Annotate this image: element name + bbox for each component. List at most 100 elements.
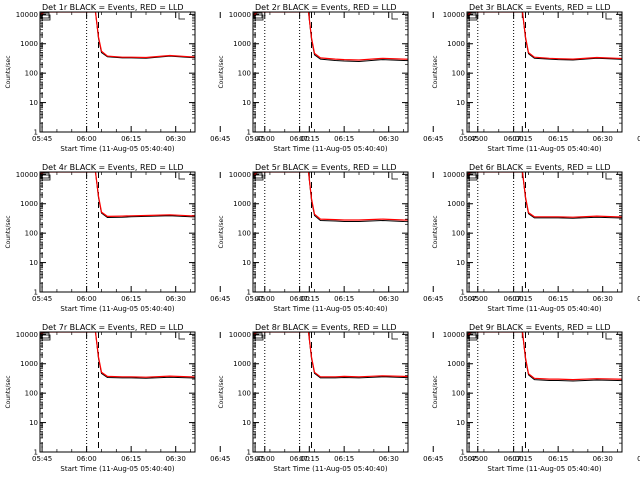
x-tick-label: 06:45 [423,455,443,463]
x-tick-label: 06:30 [593,455,613,463]
x-tick-label: 07:15 [512,455,532,463]
x-axis-label: Start Time (11-Aug-05 05:40:40) [60,145,174,153]
series-events [40,12,195,59]
y-tick-label: 10 [242,419,251,427]
y-tick-label: 1 [247,129,251,137]
legend-corner-mark [391,173,398,180]
y-axis-label: Counts/sec [432,215,439,248]
legend-box [467,332,477,339]
legend-box [253,332,263,339]
x-tick-label: 06:00 [77,135,97,143]
y-tick-label: 10 [29,99,38,107]
y-tick-label: 100 [25,70,38,78]
legend-corner-mark [391,333,398,340]
legend-corner-mark [391,13,398,20]
y-tick-label: 1 [461,129,465,137]
y-tick-label: 1 [247,449,251,457]
series-lld [253,12,408,61]
x-tick-label: 06:30 [593,295,613,303]
legend-corner-mark [178,13,185,20]
y-tick-label: 10000 [16,331,38,339]
x-tick-label: 06:30 [593,135,613,143]
plot-frame [466,11,623,133]
x-tick-label: 06:45 [637,295,640,303]
y-tick-label: 10 [242,99,251,107]
legend-box [41,334,51,341]
x-tick-label: 07:15 [512,295,532,303]
y-tick-label: 10000 [16,11,38,19]
x-tick-label: 06:30 [166,135,186,143]
y-tick-label: 1 [461,289,465,297]
x-tick-label: 06:45 [637,455,640,463]
y-tick-label: 10000 [229,331,251,339]
y-tick-label: 1000 [20,200,38,208]
plot-frame [39,171,196,293]
panel-title: Det 2r BLACK = Events, RED = LLD [255,3,397,12]
series-events [253,172,408,223]
y-tick-label: 1 [34,289,38,297]
plot-frame [252,331,409,453]
panel-det-8r: Det 8r BLACK = Events, RED = LLD Counts/s… [218,323,532,473]
legend-box [468,174,478,181]
panel-det-4r: Det 4r BLACK = Events, RED = LLD Counts/s… [5,163,319,313]
x-tick-label: 05:45 [32,135,52,143]
panel-title: Det 9r BLACK = Events, RED = LLD [469,323,611,332]
x-tick-label: 07:00 [468,135,488,143]
series-lld [40,12,195,59]
panel-title: Det 5r BLACK = Events, RED = LLD [255,163,397,172]
y-tick-label: 10000 [443,331,465,339]
x-tick-label: 06:15 [548,455,568,463]
x-tick-label: 05:45 [459,455,479,463]
y-tick-label: 100 [238,230,251,238]
x-tick-label: 07:00 [468,455,488,463]
x-tick-label: 06:45 [210,295,230,303]
x-tick-label: 06:30 [379,135,399,143]
x-tick-label: 06:15 [334,135,354,143]
panel-title: Det 6r BLACK = Events, RED = LLD [469,163,611,172]
panel-title: Det 4r BLACK = Events, RED = LLD [42,163,184,172]
x-tick-label: 06:30 [379,295,399,303]
legend-box [41,174,51,181]
x-axis-label: Start Time (11-Aug-05 05:40:40) [60,305,174,313]
y-axis-label: Counts/sec [5,215,12,248]
x-axis-label: Start Time (11-Aug-05 05:40:40) [273,145,387,153]
y-tick-label: 10 [242,259,251,267]
x-tick-label: 05:45 [32,295,52,303]
y-axis-label: Counts/sec [218,215,225,248]
x-tick-label: 06:00 [77,455,97,463]
y-tick-label: 10000 [443,11,465,19]
series-events [253,332,408,379]
x-axis-label: Start Time (11-Aug-05 05:40:40) [487,145,601,153]
x-tick-label: 06:00 [290,295,310,303]
y-tick-label: 10 [29,419,38,427]
legend-corner-mark [605,13,612,20]
y-tick-label: 100 [452,230,465,238]
x-tick-label: 05:45 [459,135,479,143]
y-tick-label: 1000 [447,40,465,48]
x-tick-label: 06:00 [504,135,524,143]
legend-box [253,172,263,179]
series-events [40,172,195,219]
y-axis-label: Counts/sec [218,375,225,408]
legend-corner-mark [605,173,612,180]
x-tick-label: 06:00 [290,455,310,463]
x-tick-label: 07:15 [299,135,319,143]
panel-title: Det 1r BLACK = Events, RED = LLD [42,3,184,12]
x-tick-label: 06:45 [210,455,230,463]
y-tick-label: 10 [456,419,465,427]
legend-box [40,172,50,179]
legend-box [254,14,264,21]
x-tick-label: 06:45 [423,295,443,303]
panel-title: Det 3r BLACK = Events, RED = LLD [469,3,611,12]
x-tick-label: 06:15 [548,135,568,143]
x-axis-label: Start Time (11-Aug-05 05:40:40) [273,305,387,313]
y-axis-label: Counts/sec [432,55,439,88]
y-tick-label: 10000 [16,171,38,179]
y-tick-label: 1 [247,289,251,297]
series-lld [40,172,195,218]
y-tick-label: 100 [25,390,38,398]
panel-det-2r: Det 2r BLACK = Events, RED = LLD Counts/s… [218,3,532,153]
x-tick-label: 06:00 [504,455,524,463]
x-tick-label: 06:30 [166,455,186,463]
x-axis-label: Start Time (11-Aug-05 05:40:40) [60,465,174,473]
